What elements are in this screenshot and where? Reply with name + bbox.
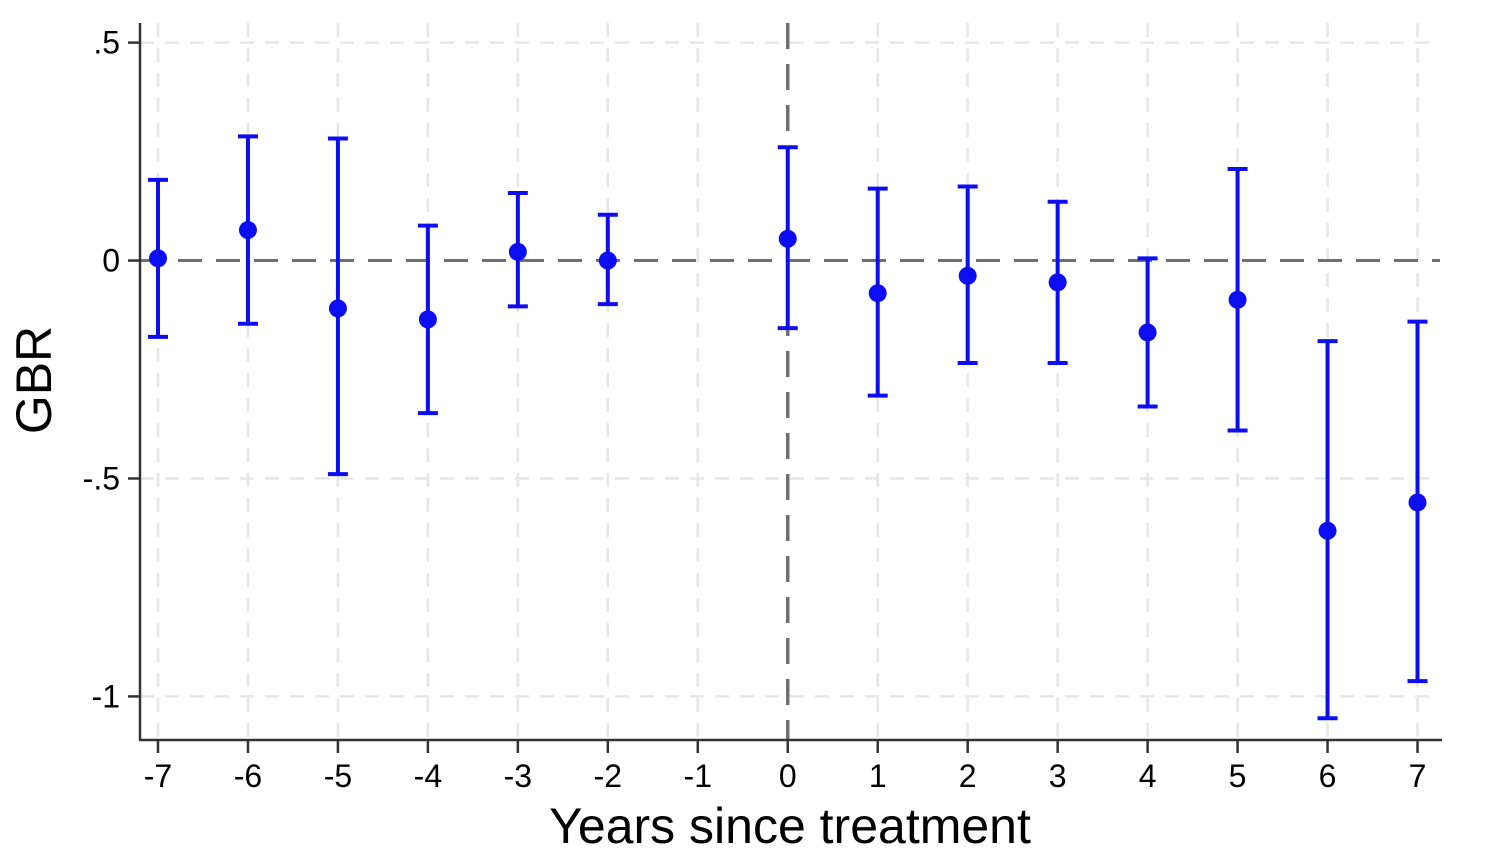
y-tick-label: .5 <box>93 25 120 61</box>
x-tick-label: 3 <box>1049 758 1067 794</box>
x-tick-label: -7 <box>144 758 172 794</box>
x-axis-title: Years since treatment <box>549 798 1031 854</box>
x-tick-label: 7 <box>1409 758 1427 794</box>
point-estimate-marker <box>1228 290 1247 309</box>
point-estimate-marker <box>1318 521 1337 540</box>
point-estimate-marker <box>148 249 167 268</box>
x-tick-label: -5 <box>324 758 352 794</box>
x-tick-label: 5 <box>1229 758 1247 794</box>
point-estimate-marker <box>868 284 887 303</box>
point-estimate-marker <box>418 310 437 329</box>
x-tick-label: 1 <box>869 758 887 794</box>
x-tick-label: -4 <box>414 758 442 794</box>
point-estimate-marker <box>1138 323 1157 342</box>
x-tick-label: 0 <box>779 758 797 794</box>
x-tick-label: -1 <box>684 758 712 794</box>
point-estimate-marker <box>1048 273 1067 292</box>
y-axis-title: GBR <box>6 325 62 435</box>
point-estimate-marker <box>958 266 977 285</box>
x-tick-label: 2 <box>959 758 977 794</box>
y-tick-label: 0 <box>102 243 120 279</box>
x-tick-label: -6 <box>234 758 262 794</box>
point-estimate-marker <box>328 299 347 318</box>
point-estimate-marker <box>238 221 257 240</box>
point-estimate-marker <box>598 251 617 270</box>
point-estimate-marker <box>508 242 527 261</box>
x-tick-label: -3 <box>504 758 532 794</box>
y-tick-label: -.5 <box>83 460 120 496</box>
x-tick-label: -2 <box>594 758 622 794</box>
y-tick-label: -1 <box>92 678 120 714</box>
x-tick-label: 4 <box>1139 758 1157 794</box>
point-estimate-marker <box>1408 493 1427 512</box>
x-tick-label: 6 <box>1319 758 1337 794</box>
point-estimate-marker <box>778 229 797 248</box>
